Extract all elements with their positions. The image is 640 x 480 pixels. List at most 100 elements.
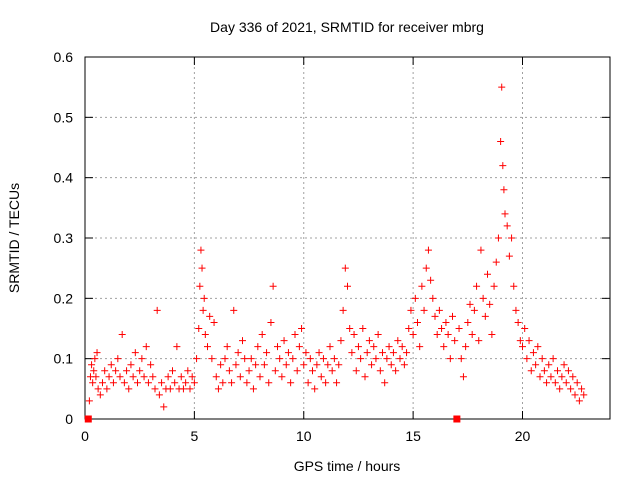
data-point xyxy=(184,367,192,375)
data-point xyxy=(505,252,513,260)
square-marker xyxy=(84,415,92,423)
data-point xyxy=(455,325,463,332)
data-point xyxy=(109,379,117,387)
data-point xyxy=(243,379,251,387)
data-point xyxy=(208,355,216,363)
x-tick-label: 20 xyxy=(515,428,531,444)
data-point xyxy=(293,367,301,375)
data-point xyxy=(462,343,470,351)
data-point xyxy=(558,373,566,381)
data-point xyxy=(127,361,135,369)
data-point xyxy=(315,349,323,357)
data-point xyxy=(571,391,579,399)
data-point xyxy=(284,349,292,357)
data-point xyxy=(295,343,303,351)
data-point xyxy=(309,367,316,375)
data-point xyxy=(551,379,559,387)
data-point xyxy=(556,385,564,393)
data-point xyxy=(543,379,551,387)
data-point xyxy=(500,186,508,194)
data-point xyxy=(444,331,452,339)
data-point xyxy=(252,361,260,369)
data-point xyxy=(433,331,441,339)
data-point xyxy=(580,391,588,399)
data-point xyxy=(92,373,100,381)
data-point xyxy=(199,306,207,314)
data-point xyxy=(164,373,172,381)
data-point xyxy=(282,361,290,369)
data-point xyxy=(85,397,93,405)
data-point xyxy=(319,355,327,363)
data-point xyxy=(198,264,206,272)
data-point xyxy=(210,318,218,326)
data-point xyxy=(306,355,314,363)
data-point xyxy=(385,343,393,351)
data-point xyxy=(195,325,203,332)
data-point xyxy=(516,337,524,345)
data-point xyxy=(89,379,97,387)
data-point xyxy=(171,379,179,387)
data-point xyxy=(300,361,308,369)
data-point xyxy=(129,373,137,381)
data-point xyxy=(578,385,586,393)
y-tick-label: 0.5 xyxy=(54,109,74,125)
data-point xyxy=(304,379,312,387)
data-point xyxy=(532,361,540,369)
data-point xyxy=(214,385,222,393)
data-point xyxy=(545,361,553,369)
data-point xyxy=(497,137,505,145)
data-point xyxy=(339,306,347,314)
data-point xyxy=(212,373,220,381)
data-point xyxy=(414,318,421,326)
data-point xyxy=(247,355,255,363)
data-point xyxy=(427,276,435,284)
data-point xyxy=(200,294,208,302)
y-tick-label: 0.4 xyxy=(54,170,74,186)
data-point xyxy=(521,325,529,332)
data-point xyxy=(479,294,487,302)
data-point xyxy=(392,367,400,375)
data-point xyxy=(197,246,205,254)
data-point xyxy=(287,379,295,387)
data-point xyxy=(330,355,338,363)
data-point xyxy=(540,367,548,375)
grid-lines xyxy=(85,57,610,419)
data-point xyxy=(337,337,345,345)
data-point xyxy=(512,306,520,314)
data-point xyxy=(147,361,155,369)
data-point xyxy=(118,331,126,339)
data-point xyxy=(473,282,481,290)
data-point xyxy=(484,270,491,278)
data-point xyxy=(529,349,537,357)
data-point xyxy=(365,337,373,345)
data-point xyxy=(429,294,437,302)
data-point xyxy=(564,367,572,375)
data-point xyxy=(166,385,174,393)
data-point xyxy=(221,355,229,363)
data-point xyxy=(138,355,146,363)
data-point xyxy=(236,373,244,381)
data-point xyxy=(381,379,389,387)
data-point xyxy=(416,343,424,351)
data-point xyxy=(107,361,115,369)
data-point xyxy=(481,312,489,320)
data-point xyxy=(407,306,415,314)
data-point xyxy=(206,312,214,320)
data-point xyxy=(357,355,365,363)
data-point xyxy=(278,373,286,381)
data-point xyxy=(560,361,568,369)
data-point xyxy=(459,373,467,381)
data-point xyxy=(267,318,275,326)
data-point xyxy=(333,379,341,387)
data-point xyxy=(177,373,185,381)
data-point xyxy=(136,367,144,375)
data-point xyxy=(116,373,124,381)
data-point xyxy=(403,349,411,357)
data-point xyxy=(112,367,120,375)
data-point xyxy=(258,331,266,339)
data-point xyxy=(91,355,99,363)
y-axis-label: SRMTID / TECUs xyxy=(6,183,22,293)
data-point xyxy=(134,379,141,387)
data-point xyxy=(477,246,485,254)
data-point xyxy=(361,373,369,381)
